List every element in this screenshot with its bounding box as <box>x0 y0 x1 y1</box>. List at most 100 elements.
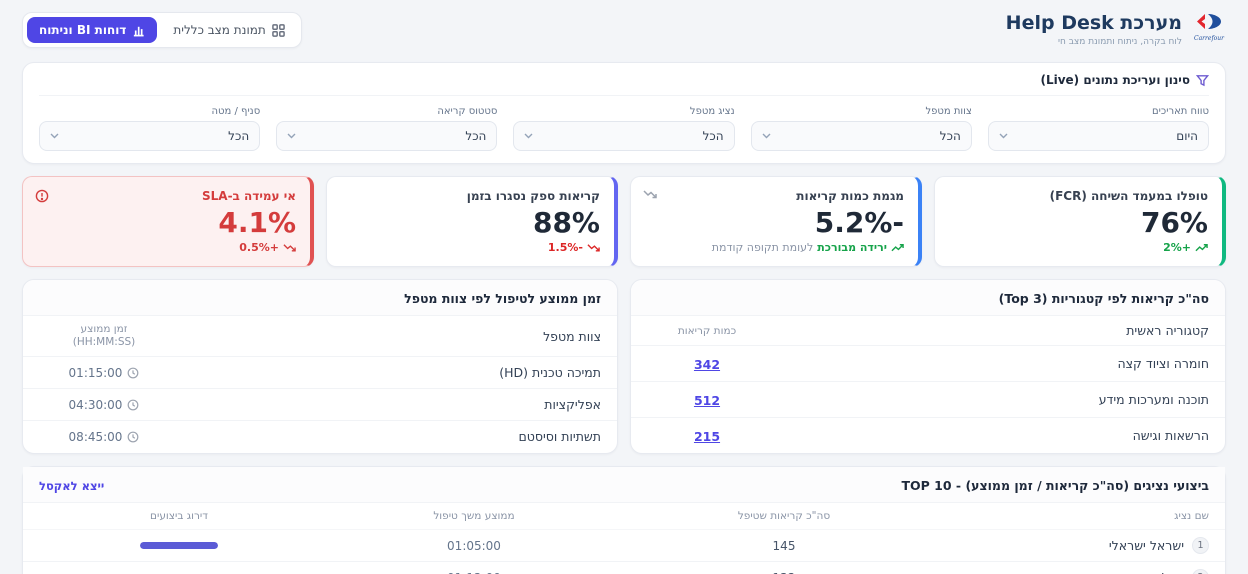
filter-branch: סניף / מטה הכל <box>38 106 261 151</box>
avg-time-panel: זמן ממוצע לטיפול לפי צוות מטפל צוות מטפל… <box>22 279 618 455</box>
team-avg-time: 01:15:00 <box>68 365 123 380</box>
agent-calls: 132 <box>629 571 939 574</box>
filter-agent-label: נציג מטפל <box>689 106 735 117</box>
trending-down-icon <box>643 189 657 200</box>
filter-date-range: טווח תאריכים היום <box>987 106 1209 151</box>
categories-panel: סה"כ קריאות לפי קטגוריות (Top 3) קטגוריה… <box>630 279 1226 455</box>
category-row: תוכנה ומערכות מידע 512 <box>631 382 1225 419</box>
kpi-fcr: טופלו במעמד השיחה (FCR) 76% +2% <box>934 176 1226 268</box>
alert-circle-icon <box>35 189 49 203</box>
kpi-sla-trend: +0.5% <box>37 241 296 254</box>
filter-branch-select[interactable]: הכל <box>38 121 261 151</box>
filter-team-label: צוות מטפל <box>925 106 972 117</box>
chevron-down-icon <box>762 133 771 139</box>
categories-panel-title: סה"כ קריאות לפי קטגוריות (Top 3) <box>631 280 1225 317</box>
filter-status: סטטוס קריאה הכל <box>276 106 498 151</box>
chevron-down-icon <box>50 133 59 139</box>
tab-bi-reports[interactable]: דוחות BI וניתוח <box>27 17 158 43</box>
agents-header-row: שם נציג סה"כ קריאות שטיפל ממוצע משך טיפו… <box>23 503 1225 531</box>
trending-down-icon <box>283 243 296 253</box>
bar-chart-icon <box>132 24 145 37</box>
team-name: תמיכה טכנית (HD) <box>499 365 601 381</box>
kpi-supplier-closed-on-time: קריאות ספק נסגרו בזמן 88% -1.5% <box>326 176 618 268</box>
kpi-supplier-trend: -1.5% <box>341 241 600 254</box>
page-header: Carrefour מערכת Help Desk לוח בקרה, ניתו… <box>22 12 1226 48</box>
category-row: הרשאות וגישה 215 <box>631 418 1225 453</box>
kpi-sla-value: 4.1% <box>218 206 296 239</box>
kpi-call-volume-trend-note: ירידה מבורכת לעומת תקופה קודמת <box>645 241 904 254</box>
chevron-down-icon <box>524 133 533 139</box>
clock-icon <box>127 399 139 411</box>
rank-badge: 2 <box>1192 569 1209 574</box>
agent-avg-time: 01:12:00 <box>319 571 629 574</box>
avg-time-panel-title: זמן ממוצע לטיפול לפי צוות מטפל <box>23 280 617 317</box>
team-row: תשתיות וסיסטם 08:45:00 <box>23 421 617 452</box>
kpi-call-volume-title: מגמת כמות קריאות <box>796 189 904 203</box>
category-count-link[interactable]: 342 <box>693 357 721 373</box>
team-row: אפליקציות 04:30:00 <box>23 389 617 422</box>
team-name: אפליקציות <box>544 397 601 413</box>
kpi-fcr-title: טופלו במעמד השיחה (FCR) <box>1049 189 1208 203</box>
filter-team-select[interactable]: הכל <box>750 121 972 151</box>
brand: Carrefour מערכת Help Desk לוח בקרה, ניתו… <box>1006 12 1226 47</box>
filter-row: טווח תאריכים היום צוות מטפל הכל נציג מטפ… <box>38 106 1209 151</box>
view-tabs: תמונת מצב כללית דוחות BI וניתוח <box>22 12 302 48</box>
tab-bi-reports-label: דוחות BI וניתוח <box>39 23 127 37</box>
clock-icon <box>127 431 139 443</box>
tab-general-overview[interactable]: תמונת מצב כללית <box>161 17 296 43</box>
rank-badge: 1 <box>1192 537 1209 555</box>
category-name: הרשאות וגישה <box>1132 428 1209 444</box>
tab-general-overview-label: תמונת מצב כללית <box>173 23 266 37</box>
kpi-fcr-value: 76% <box>1140 206 1208 239</box>
avg-time-header-row: צוות מטפל זמן ממוצע (HH:MM:SS) <box>23 316 617 358</box>
kpi-sla-title: אי עמידה ב-SLA <box>201 189 296 203</box>
filter-agent: נציג מטפל הכל <box>513 106 735 151</box>
kpi-row: טופלו במעמד השיחה (FCR) 76% +2% מגמת כמו… <box>22 176 1226 268</box>
filter-panel: סינון ועריכת נתונים (Live) טווח תאריכים … <box>22 62 1226 164</box>
filter-branch-label: סניף / מטה <box>211 106 261 117</box>
clock-icon <box>127 367 139 379</box>
team-avg-time: 04:30:00 <box>68 397 123 412</box>
export-excel-link[interactable]: ייצא לאקסל <box>39 478 105 493</box>
agent-row: 1 ישראל ישראלי 145 01:05:00 <box>23 530 1225 563</box>
filter-date-range-label: טווח תאריכים <box>1152 106 1209 117</box>
filter-date-range-select[interactable]: היום <box>987 121 1209 151</box>
filter-panel-title: סינון ועריכת נתונים (Live) <box>1040 73 1190 87</box>
category-name: חומרה וציוד קצה <box>1117 356 1209 372</box>
kpi-fcr-trend: +2% <box>949 241 1208 254</box>
team-row: תמיכה טכנית (HD) 01:15:00 <box>23 357 617 390</box>
kpi-call-volume-value: -5.2% <box>814 206 904 239</box>
performance-bar <box>140 542 218 550</box>
carrefour-logo-caption: Carrefour <box>1193 35 1225 42</box>
filter-team: צוות מטפל הכל <box>750 106 972 151</box>
agent-row: 2 רחל כהן 132 01:12:00 <box>23 562 1225 574</box>
category-count-link[interactable]: 512 <box>693 393 721 409</box>
page-title: מערכת Help Desk <box>1005 12 1182 34</box>
agent-avg-time: 01:05:00 <box>447 538 501 553</box>
agent-name: ישראל ישראלי <box>1108 538 1184 554</box>
categories-header-row: קטגוריה ראשית כמות קריאות <box>631 316 1225 347</box>
category-count-link[interactable]: 215 <box>693 429 721 445</box>
filter-status-select[interactable]: הכל <box>276 121 498 151</box>
page-subtitle: לוח בקרה, ניתוח ותמונת מצב חי <box>1057 37 1182 47</box>
kpi-call-volume-trend: מגמת כמות קריאות -5.2% ירידה מבורכת לעומ… <box>630 176 922 268</box>
trending-down-icon <box>587 243 600 253</box>
chevron-down-icon <box>287 133 296 139</box>
team-avg-time: 08:45:00 <box>68 429 123 444</box>
team-name: תשתיות וסיסטם <box>518 429 601 445</box>
kpi-sla-breach: אי עמידה ב-SLA 4.1% +0.5% <box>22 176 314 268</box>
category-row: חומרה וציוד קצה 342 <box>631 346 1225 383</box>
agents-panel: ביצועי נציגים (סה"כ קריאות / זמן ממוצע) … <box>22 466 1226 574</box>
filter-status-label: סטטוס קריאה <box>437 106 498 117</box>
agents-panel-title: ביצועי נציגים (סה"כ קריאות / זמן ממוצע) … <box>901 478 1209 494</box>
agent-name: רחל כהן <box>1140 570 1184 574</box>
agent-calls: 145 <box>772 538 796 553</box>
kpi-supplier-value: 88% <box>532 206 600 239</box>
filter-agent-select[interactable]: הכל <box>513 121 735 151</box>
chevron-down-icon <box>999 133 1008 139</box>
category-name: תוכנה ומערכות מידע <box>1098 392 1209 408</box>
grid-icon <box>271 23 285 37</box>
trending-up-icon <box>1195 243 1208 253</box>
carrefour-logo-icon: Carrefour <box>1192 12 1226 42</box>
